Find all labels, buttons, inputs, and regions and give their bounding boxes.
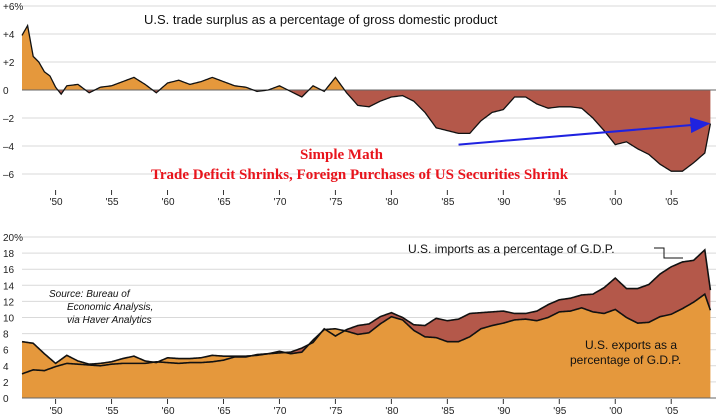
top-x-tick-label: '60 [162,197,175,208]
imports-line [21,248,712,375]
bottom-x-tick-label: '55 [106,406,119,417]
imports-label: U.S. imports as a percentage of G.D.P. [408,242,615,256]
top-x-tick-label: '70 [273,197,286,208]
bottom-x-axis: '50 '55 '60 '65 '70 '75 '80 '85 '90 '95 '00 '05 [50,399,679,417]
bottom-y-tick-label: 4 [3,362,9,373]
source-line-3: via Haver Analytics [67,315,152,326]
bottom-x-tick-label: '60 [162,406,175,417]
bottom-y-tick-label: 8 [3,330,9,341]
exports-line [21,292,712,365]
bottom-x-tick-label: '80 [385,406,398,417]
top-chart-title: U.S. trade surplus as a percentage of gr… [144,12,498,27]
bottom-y-tick-label: 6 [3,346,9,357]
bottom-y-tick-label: 20% [3,233,23,244]
bottom-x-tick-label: '05 [665,406,678,417]
top-x-tick-label: '80 [385,197,398,208]
top-y-tick-label: –2 [3,114,15,125]
exports-label-line1: U.S. exports as a [585,338,677,352]
exports-area [22,294,711,398]
top-x-tick-label: '75 [329,197,342,208]
bottom-y-tick-label: 12 [3,297,15,308]
top-y-tick-label: +2 [3,58,15,69]
bottom-y-axis: 20% 18 16 14 12 10 8 6 4 2 0 [3,233,23,405]
annotation-title: Simple Math [300,147,384,163]
annotation-subtitle: Trade Deficit Shrinks, Foreign Purchases… [151,167,569,183]
imports-exports-chart: 20% 18 16 14 12 10 8 6 4 2 0 '50 '55 '60 '65 '70 '75 '80… [3,233,716,417]
top-x-tick-label: '65 [217,197,230,208]
bottom-y-tick-label: 2 [3,378,9,389]
imports-leader-line [654,247,683,259]
top-y-tick-label: +6% [3,2,23,13]
trade-surplus-chart: +6%+4+20–2–4–6 '50'55'60'65'70'75'80'85 '… [3,2,716,208]
top-x-tick-label: '90 [497,197,510,208]
top-y-tick-label: –4 [3,142,15,153]
bottom-x-tick-label: '85 [441,406,454,417]
top-x-tick-label: '85 [441,197,454,208]
trade-gap-area [22,249,711,365]
bottom-y-tick-label: 18 [3,249,15,260]
top-y-tick-label: +4 [3,30,15,41]
trade-balance-line [21,23,712,172]
bottom-x-tick-label: '95 [553,406,566,417]
bottom-y-tick-label: 10 [3,314,15,325]
top-x-tick-label: '05 [665,197,678,208]
exports-label-line2: percentage of G.D.P. [570,353,681,367]
bottom-areas [21,248,716,399]
bottom-x-tick-label: '50 [50,406,63,417]
bottom-y-tick-label: 0 [3,394,9,405]
bottom-x-tick-label: '75 [329,406,342,417]
top-x-tick-label: '00 [609,197,622,208]
bottom-y-tick-label: 16 [3,265,15,276]
top-x-axis: '50 '55 '60 '65 '70 '75 '80 '85 '90 '95 '00 '05 [50,190,679,208]
source-line-2: Economic Analysis, [67,302,153,313]
top-x-tick-label: '50 [50,197,63,208]
top-x-tick-label: '55 [106,197,119,208]
bottom-x-tick-label: '65 [217,406,230,417]
bottom-y-tick-label: 14 [3,281,15,292]
bottom-x-tick-label: '70 [273,406,286,417]
top-y-axis: +6% +4 +2 0 –2 –4 –6 [3,2,23,181]
bottom-x-tick-label: '00 [609,406,622,417]
bottom-x-tick-label: '90 [497,406,510,417]
source-line-1: Source: Bureau of [49,289,131,300]
top-y-tick-label: 0 [3,86,9,97]
top-areas [21,23,716,172]
top-gridlines [22,5,716,175]
top-y-tick-label: –6 [3,170,15,181]
top-x-tick-label: '95 [553,197,566,208]
annotation-arrow [458,117,711,146]
